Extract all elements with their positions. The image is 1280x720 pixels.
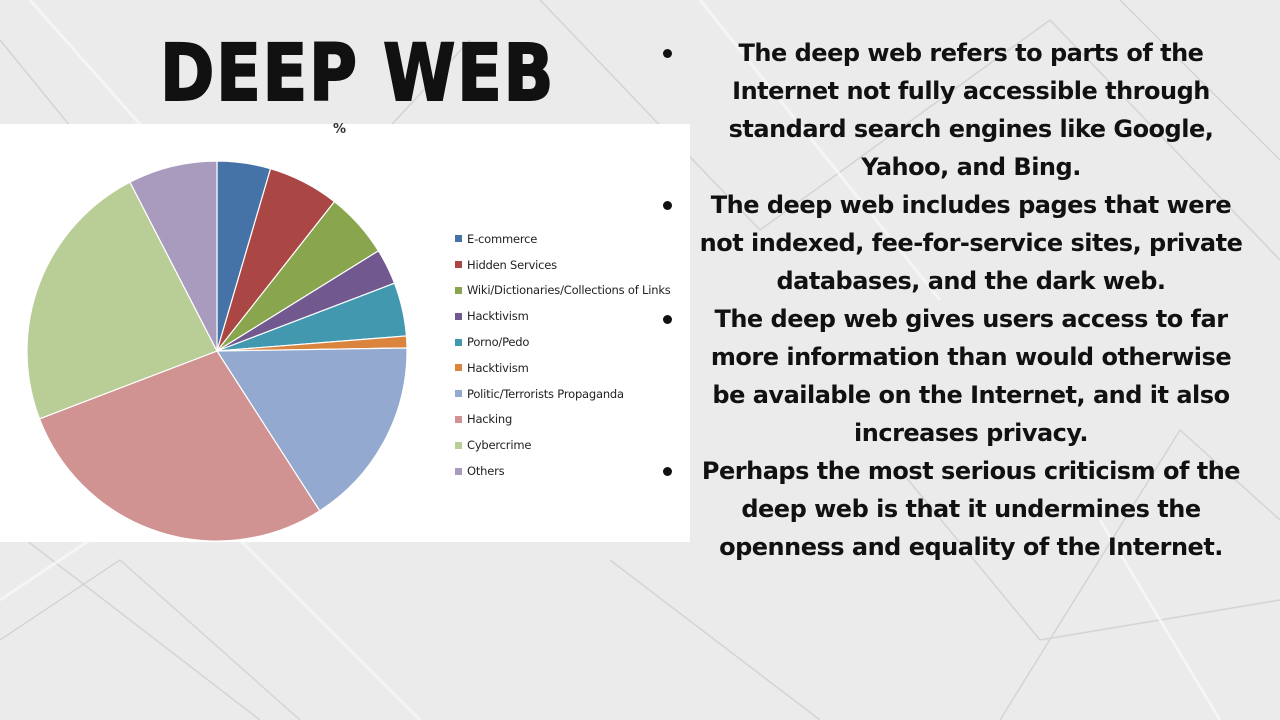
legend-item: E-commerce [455, 226, 671, 252]
legend-item: Cybercrime [455, 432, 671, 458]
legend-item: Hidden Services [455, 252, 671, 278]
legend-swatch [455, 467, 462, 475]
pie-slice [26, 181, 218, 420]
pie-chart-panel: % E-commerce Hidden Services Wiki/Dictiona… [0, 122, 690, 542]
legend-label: Porno/Pedo [467, 335, 530, 350]
legend-swatch [455, 338, 462, 346]
legend-label: Cybercrime [467, 438, 532, 453]
legend-label: Hacking [467, 412, 513, 427]
legend-label: Hidden Services [467, 257, 557, 272]
legend-label: Hacktivism [467, 360, 529, 375]
legend-label: Hacktivism [467, 309, 529, 324]
legend-label: Politic/Terrorists Propaganda [467, 386, 624, 401]
legend-swatch [455, 441, 462, 449]
bullet-item: Perhaps the most serious criticism of th… [655, 452, 1245, 566]
bullet-item: The deep web gives users access to far m… [655, 300, 1245, 452]
legend-swatch [455, 235, 462, 243]
legend-label: Others [467, 464, 505, 479]
bullet-text: Perhaps the most serious criticism of th… [701, 457, 1241, 561]
legend-swatch [455, 415, 462, 423]
legend-item: Hacking [455, 407, 671, 433]
bullet-item: The deep web includes pages that were no… [655, 186, 1245, 300]
bullet-text: The deep web gives users access to far m… [710, 305, 1232, 447]
pie-slice [38, 350, 321, 542]
legend-swatch [455, 286, 462, 294]
legend-swatch [455, 390, 462, 398]
legend-swatch [455, 261, 462, 269]
chart-title: % [333, 122, 347, 137]
legend-item: Porno/Pedo [455, 329, 671, 355]
legend-item: Politic/Terrorists Propaganda [455, 381, 671, 407]
pie-chart [26, 160, 408, 542]
chart-legend: E-commerce Hidden Services Wiki/Dictionari… [455, 226, 671, 484]
bullet-dot-icon [663, 467, 672, 476]
legend-swatch [455, 364, 462, 372]
legend-label: Wiki/Dictionaries/Collections of Links [467, 283, 671, 298]
legend-item: Hacktivism [455, 355, 671, 381]
pie-slice [215, 347, 408, 512]
legend-item: Others [455, 458, 671, 484]
legend-swatch [455, 312, 462, 320]
bullet-dot-icon [663, 49, 672, 58]
bullet-dot-icon [663, 315, 672, 324]
pie-slice [129, 160, 218, 352]
bullet-dot-icon [663, 201, 672, 210]
legend-item: Hacktivism [455, 303, 671, 329]
bullet-text: The deep web includes pages that were no… [699, 191, 1243, 295]
slide-title: Deep Web [159, 28, 556, 120]
legend-item: Wiki/Dictionaries/Collections of Links [455, 278, 671, 304]
bullet-item: The deep web refers to parts of the Inte… [655, 34, 1245, 186]
bullet-text: The deep web refers to parts of the Inte… [728, 39, 1214, 181]
bullet-list: The deep web refers to parts of the Inte… [655, 34, 1245, 566]
legend-label: E-commerce [467, 231, 538, 246]
